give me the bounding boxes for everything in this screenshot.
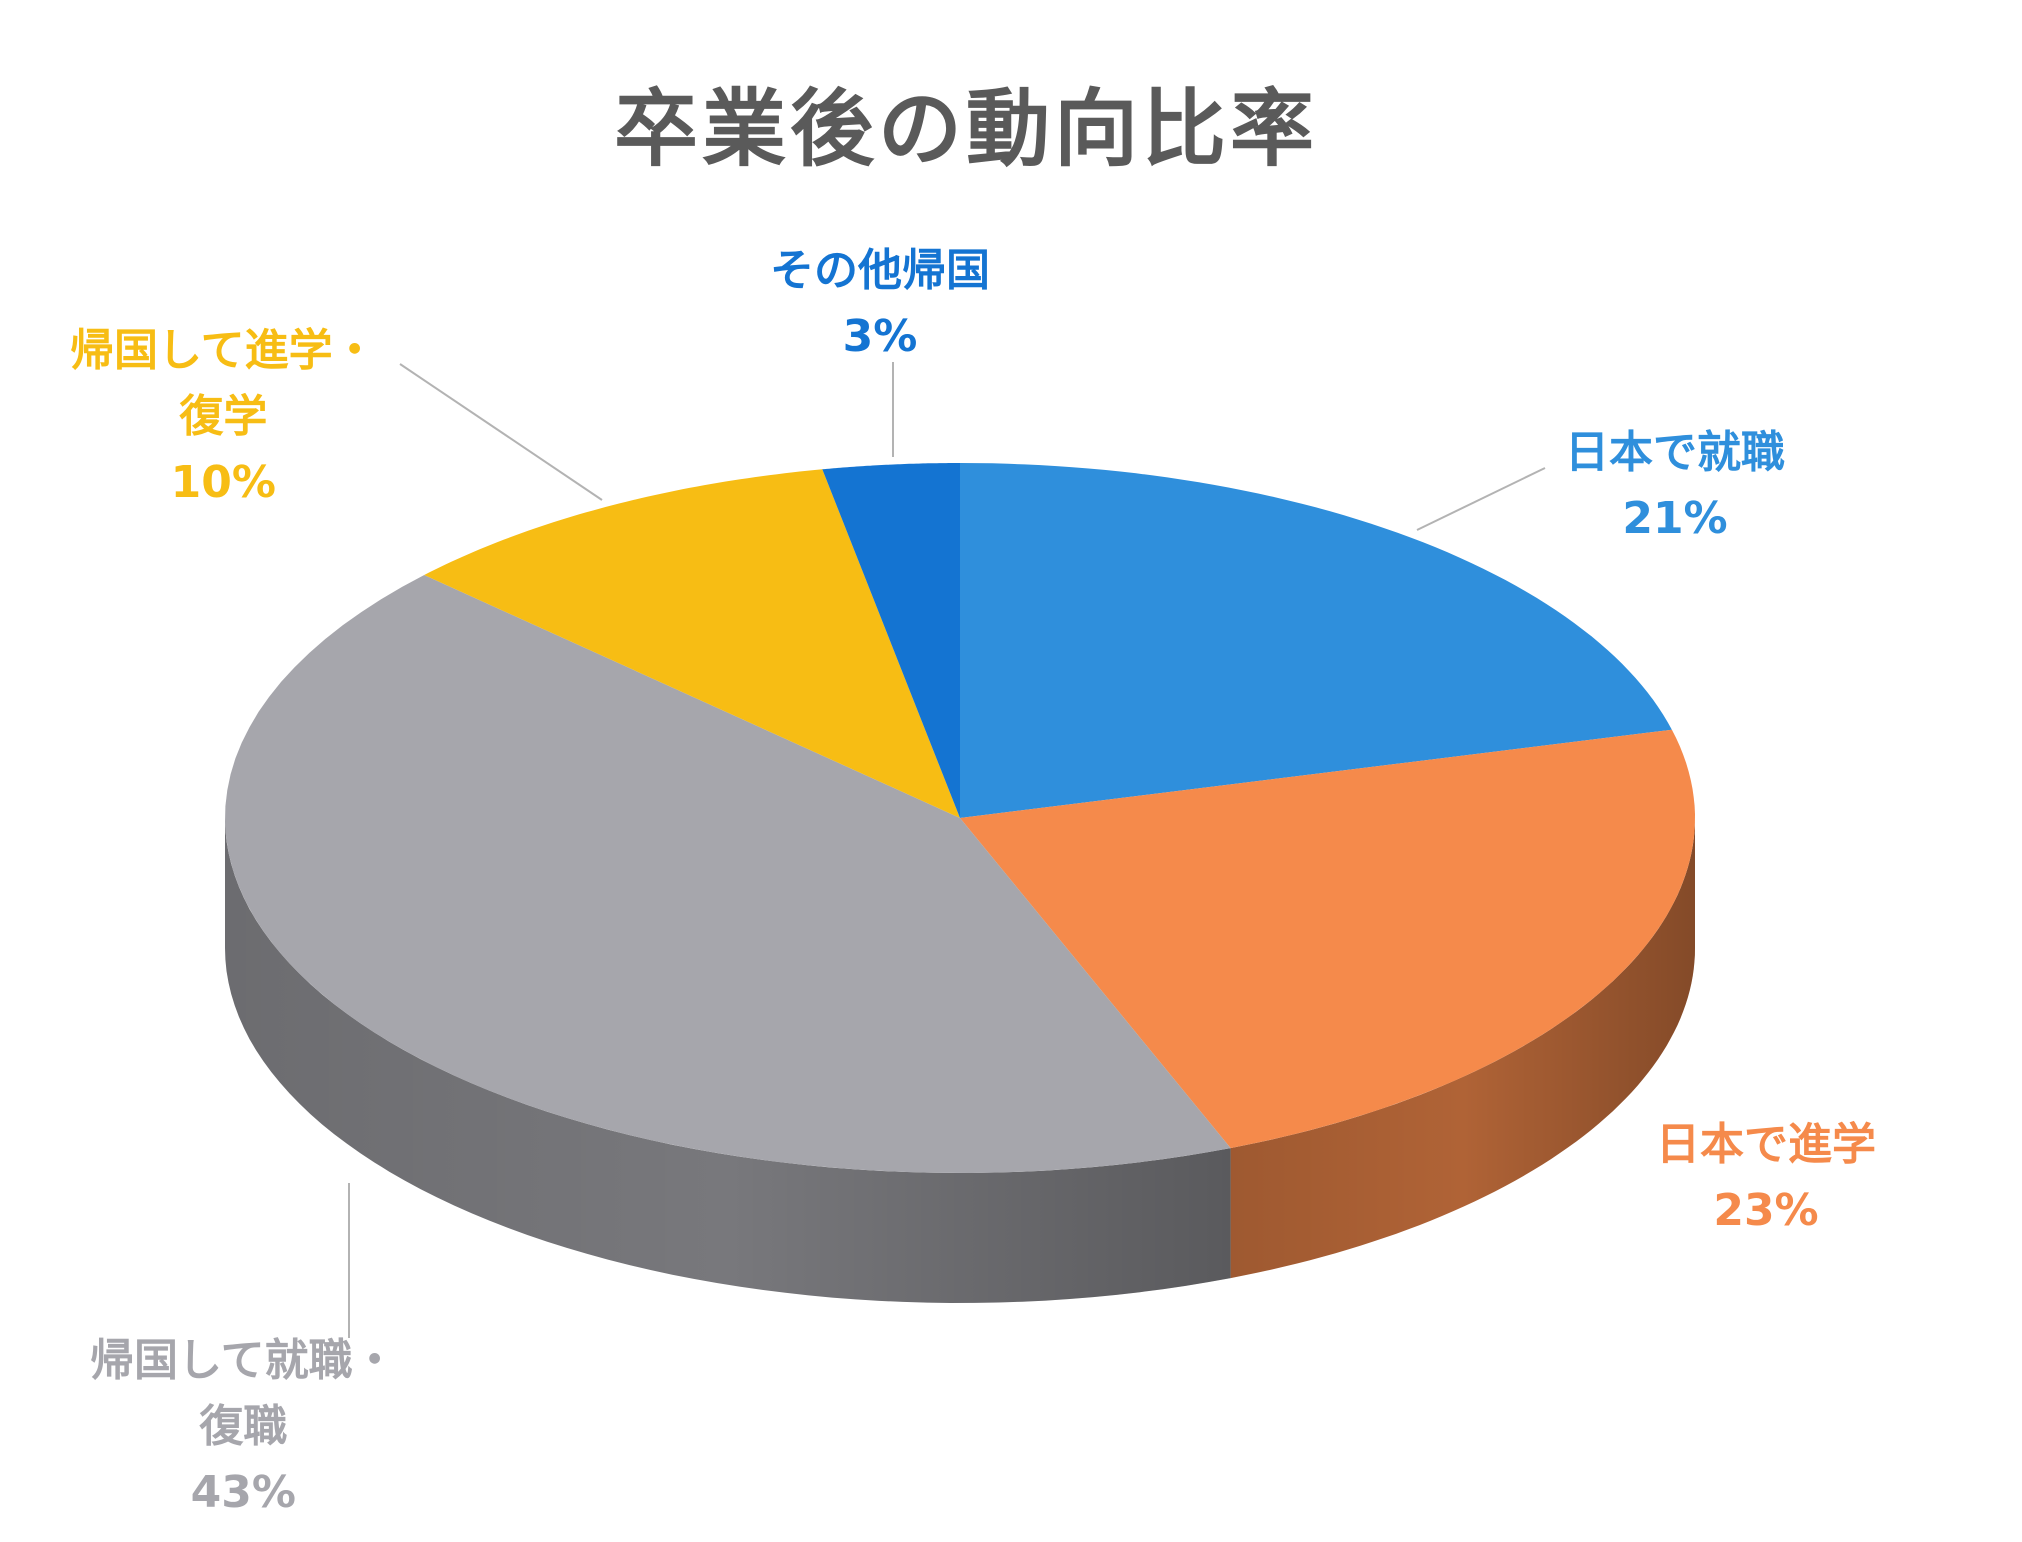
slice-label-line: 帰国して就職・ [90, 1335, 397, 1386]
slice-value-label: 3% [842, 311, 918, 362]
slice-value-label: 10% [170, 457, 276, 508]
slice-label-line: 帰国して進学・ [70, 325, 377, 376]
slice-label-line: 復職 [199, 1401, 288, 1452]
pie-slice [822, 463, 960, 818]
slice-label-line: その他帰国 [770, 245, 990, 296]
pie-slice [960, 729, 1695, 1149]
slice-label-other-return: その他帰国 3% [770, 238, 990, 370]
slice-label-line: 日本で就職 [1565, 427, 1785, 478]
pie-slice [424, 469, 960, 818]
slice-value-label: 21% [1622, 493, 1728, 544]
pie-side-shading [1230, 818, 1695, 1279]
slice-label-japan-employment: 日本で就職 21% [1565, 420, 1785, 552]
slice-label-japan-study: 日本で進学 23% [1656, 1112, 1876, 1244]
chart-title: 卒業後の動向比率 [613, 80, 1318, 178]
slice-label-return-employment: 帰国して就職・ 復職 43% [90, 1328, 397, 1526]
leader-line [1416, 467, 1546, 531]
slice-label-return-study: 帰国して進学・ 復学 10% [70, 318, 377, 516]
slice-value-label: 43% [190, 1467, 296, 1518]
pie-tops [225, 463, 1695, 1173]
pie-side-shading [225, 818, 1231, 1303]
leader-lines [348, 362, 1546, 1338]
slice-value-label: 23% [1713, 1185, 1819, 1236]
leader-line [399, 363, 603, 501]
pie-slice [225, 575, 1231, 1173]
pie-sides [225, 818, 1695, 1303]
slice-label-line: 復学 [179, 391, 268, 442]
pie-slice [960, 463, 1672, 818]
slice-label-line: 日本で進学 [1656, 1119, 1876, 1170]
